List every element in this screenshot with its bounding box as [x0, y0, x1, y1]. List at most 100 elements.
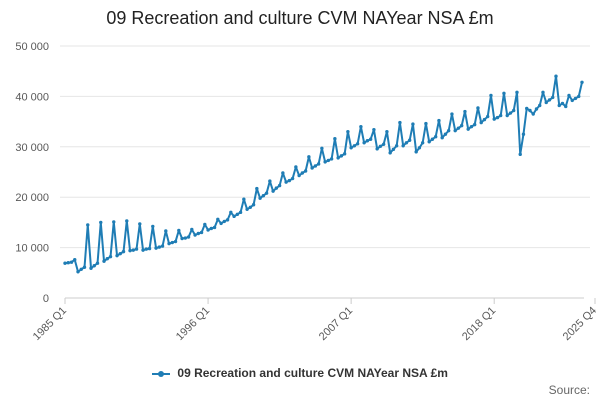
data-point [128, 248, 132, 253]
legend-label: 09 Recreation and culture CVM NAYear NSA… [177, 366, 448, 380]
data-point [499, 113, 503, 118]
data-point [502, 91, 506, 96]
data-point [73, 258, 77, 262]
data-point [86, 223, 90, 227]
y-axis-ticks: 0 10 000 20 000 30 000 40 000 50 000 [15, 41, 49, 305]
data-point [528, 108, 532, 113]
data-point [222, 219, 227, 224]
y-tick-label: 40 000 [15, 91, 49, 103]
data-point [277, 183, 282, 188]
data-point [186, 235, 191, 239]
data-point [320, 146, 324, 151]
data-point [446, 128, 451, 133]
data-point [437, 118, 441, 123]
data-point [79, 267, 83, 271]
data-point [492, 117, 496, 121]
data-point [125, 219, 129, 223]
data-point [486, 114, 490, 119]
data-point [515, 90, 519, 95]
data-point [141, 248, 145, 252]
y-tick-label: 0 [43, 293, 49, 305]
source-label: Source: [548, 383, 590, 397]
data-point [381, 142, 386, 146]
y-tick-label: 30 000 [15, 142, 49, 154]
data-point [95, 261, 100, 265]
data-point [180, 236, 184, 241]
data-point [144, 247, 148, 251]
data-point [564, 104, 568, 109]
data-point [342, 152, 347, 156]
data-point [512, 108, 516, 113]
data-point [531, 112, 535, 116]
data-point [313, 164, 318, 168]
legend[interactable]: 09 Recreation and culture CVM NAYear NSA… [0, 366, 600, 380]
data-point [544, 100, 548, 105]
data-point [151, 224, 155, 229]
data-point [466, 127, 470, 131]
data-point [433, 135, 438, 139]
data-point [368, 137, 373, 141]
data-point [229, 210, 233, 215]
data-point [196, 231, 201, 236]
data-point [525, 106, 529, 111]
x-tick-label: 2025 Q4 [561, 305, 599, 343]
data-point [258, 196, 262, 200]
data-point [398, 120, 402, 125]
data-point [99, 220, 103, 225]
data-point [580, 80, 584, 84]
data-point [82, 265, 87, 269]
data-point [238, 210, 243, 215]
data-point [105, 256, 109, 261]
data-point [102, 259, 106, 263]
data-point [430, 137, 435, 141]
x-tick-label: 2007 Q1 [317, 305, 355, 343]
data-point [427, 140, 431, 144]
data-point [333, 137, 337, 141]
data-point [274, 186, 279, 190]
data-point [570, 98, 574, 103]
data-point [375, 147, 379, 151]
data-point [316, 162, 321, 166]
data-point [547, 98, 552, 102]
data-point [420, 141, 425, 145]
data-point [326, 158, 331, 163]
y-tick-label: 20 000 [15, 192, 49, 204]
data-point [508, 111, 513, 115]
data-point [307, 155, 311, 159]
data-point [329, 157, 334, 161]
data-point [160, 244, 165, 248]
data-point [463, 109, 467, 114]
data-point [206, 228, 210, 232]
data-point [108, 254, 113, 259]
data-point [557, 103, 561, 108]
data-point [459, 123, 464, 128]
series-line [64, 75, 583, 273]
data-point [284, 180, 288, 184]
data-point [209, 226, 214, 231]
data-point [541, 90, 545, 95]
data-point [411, 122, 415, 126]
data-point [177, 228, 181, 233]
data-point [352, 144, 357, 148]
data-point [388, 151, 392, 155]
data-point [385, 129, 389, 134]
data-point [199, 230, 204, 235]
data-point [362, 141, 366, 145]
data-point [479, 120, 483, 125]
data-point [473, 122, 477, 127]
x-tick-label: 1985 Q1 [31, 305, 69, 343]
data-point [521, 132, 526, 136]
chart-title: 09 Recreation and culture CVM NAYear NSA… [106, 8, 494, 28]
data-point [339, 154, 344, 158]
data-point [414, 150, 418, 154]
data-point [404, 141, 409, 145]
data-point [216, 217, 220, 222]
data-point [89, 266, 93, 270]
data-point [450, 112, 454, 116]
data-point [518, 152, 522, 157]
data-point [193, 233, 197, 237]
data-point [303, 169, 308, 173]
data-point [401, 144, 405, 148]
data-point [323, 160, 327, 164]
data-point [255, 186, 259, 191]
